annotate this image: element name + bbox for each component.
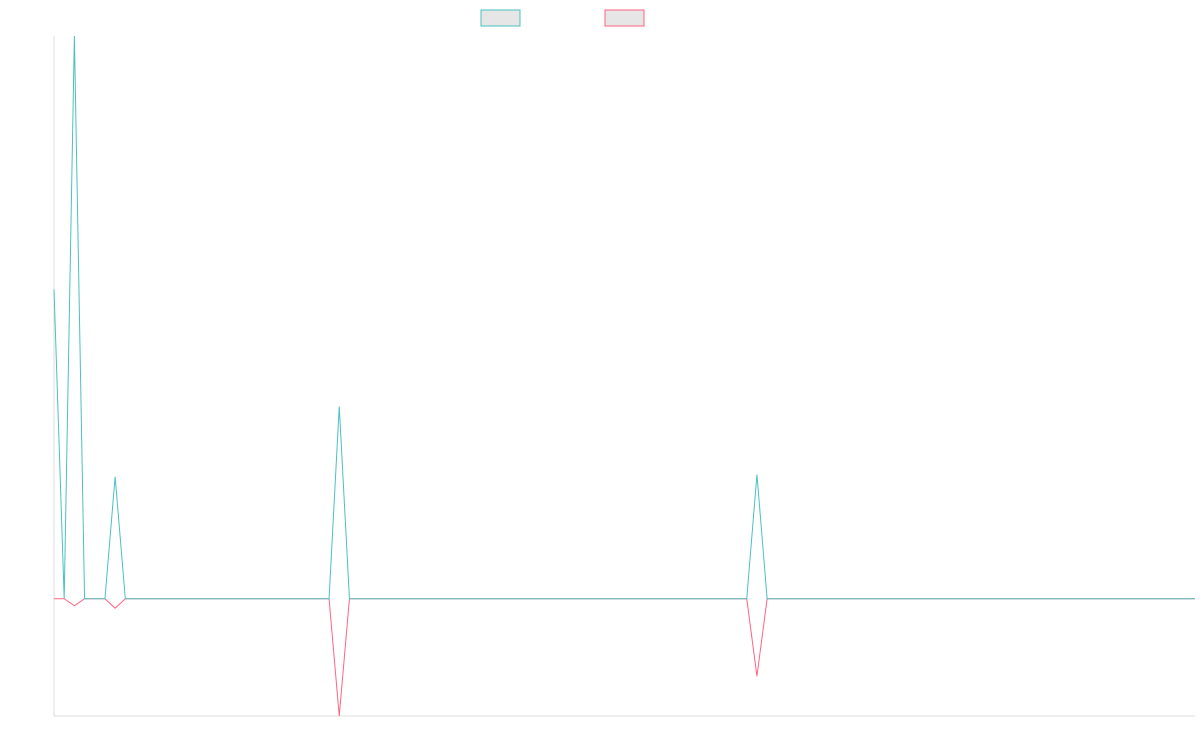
legend: [480, 9, 645, 27]
legend-swatch-1[interactable]: [480, 9, 521, 27]
series-line-1: [53, 35, 1195, 600]
series-layer: [53, 35, 1195, 717]
legend-swatch-2[interactable]: [604, 9, 645, 27]
axes: [53, 36, 1195, 717]
series-line-2: [54, 598, 1195, 717]
